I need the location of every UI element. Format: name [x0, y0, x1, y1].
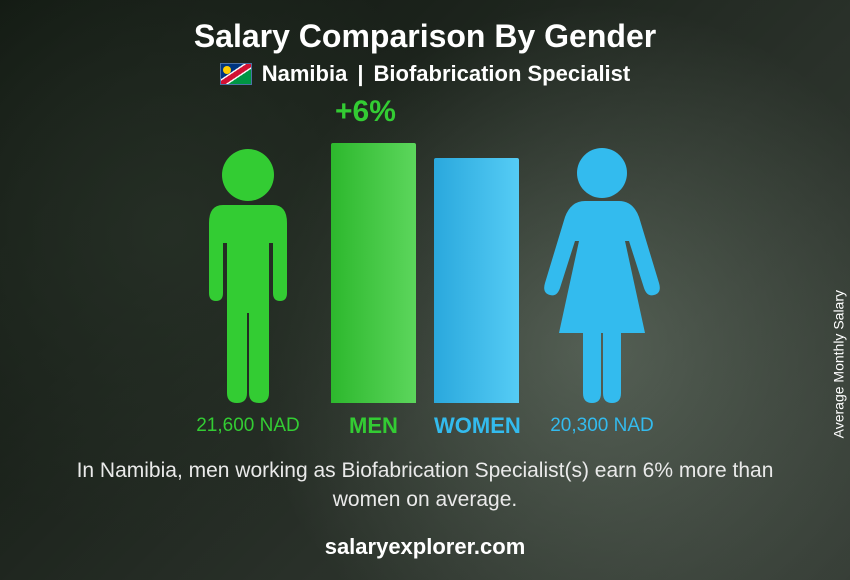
male-person-icon	[183, 143, 313, 403]
women-gender-label: WOMEN	[434, 413, 519, 439]
description-text: In Namibia, men working as Biofabricatio…	[65, 457, 785, 514]
separator: |	[357, 61, 363, 87]
country-label: Namibia	[262, 61, 348, 87]
infographic-container: Salary Comparison By Gender Namibia | Bi…	[0, 0, 850, 580]
men-gender-label: MEN	[331, 413, 416, 439]
namibia-flag-icon	[220, 63, 252, 85]
female-person-icon	[537, 143, 667, 403]
y-axis-label: Average Monthly Salary	[830, 290, 846, 438]
labels-row: 21,600 NAD MEN WOMEN 20,300 NAD	[40, 413, 810, 439]
men-salary-label: 21,600 NAD	[183, 415, 313, 437]
women-bar	[434, 158, 519, 403]
chart-area: +6%	[40, 101, 810, 403]
men-bar	[331, 143, 416, 403]
role-label: Biofabrication Specialist	[374, 61, 631, 87]
women-salary-label: 20,300 NAD	[537, 415, 667, 437]
male-figure-col	[183, 143, 313, 403]
footer-link: salaryexplorer.com	[325, 534, 526, 560]
percentage-label: +6%	[335, 95, 396, 129]
subtitle-row: Namibia | Biofabrication Specialist	[220, 61, 630, 87]
female-figure-col	[537, 143, 667, 403]
page-title: Salary Comparison By Gender	[194, 18, 656, 55]
